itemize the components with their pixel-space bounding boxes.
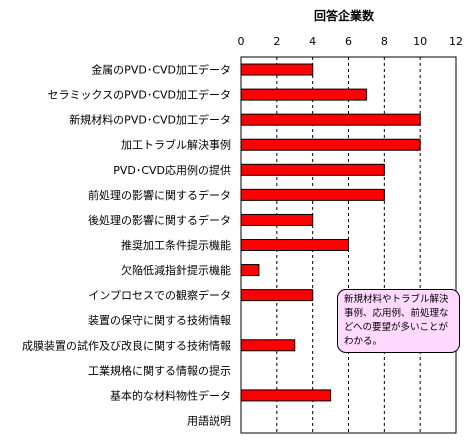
category-label: 成膜装置の試作及び改良に関する技術情報 <box>22 338 231 352</box>
category-label: 推奨加工条件提示機能 <box>121 238 231 252</box>
bar <box>240 289 314 302</box>
category-label: 金属のPVD･CVD加工データ <box>91 63 231 77</box>
bar <box>240 188 385 201</box>
bar <box>240 163 385 176</box>
category-label: 前処理の影響に関するデータ <box>88 188 231 202</box>
x-tick-label: 10 <box>413 35 427 48</box>
chart-title: 回答企業数 <box>314 8 375 23</box>
category-label: 新規材料のPVD･CVD加工データ <box>69 113 231 127</box>
bar <box>240 138 421 151</box>
category-label: 後処理の影響に関するデータ <box>88 213 231 227</box>
category-label: 装置の保守に関する技術情報 <box>88 313 231 327</box>
bar <box>240 63 314 76</box>
x-tick-label: 6 <box>345 35 352 48</box>
category-label: PVD･CVD応用例の提供 <box>113 163 231 177</box>
bar <box>240 264 260 277</box>
category-label: 工業規格に関する情報の提示 <box>88 363 231 377</box>
bars <box>240 63 421 402</box>
category-label: インプロセスでの観察データ <box>88 288 231 302</box>
bar <box>240 389 332 402</box>
x-tick-label: 12 <box>449 35 463 48</box>
category-label: 加工トラブル解決事例 <box>121 138 231 152</box>
category-label: 欠陥低減指針提示機能 <box>121 263 231 277</box>
x-tick-label: 8 <box>381 35 388 48</box>
x-tick-label: 2 <box>273 35 280 48</box>
x-tick-labels: 0 2 4 6 8 10 12 <box>238 35 464 48</box>
x-tick-label: 4 <box>309 35 316 48</box>
category-labels: 金属のPVD･CVD加工データセラミックスのPVD･CVD加工データ新規材料のP… <box>22 63 231 428</box>
category-label: 基本的な材料物性データ <box>110 388 231 402</box>
bar <box>240 339 296 352</box>
bar <box>240 88 367 101</box>
annotation-callout: 新規材料やトラブル解決事例、応用例、前処理などへの要望が多いことがわかる。 <box>337 289 460 353</box>
category-label: セラミックスのPVD･CVD加工データ <box>48 88 231 102</box>
plot-frame <box>240 56 457 434</box>
bar <box>240 239 349 251</box>
bar <box>240 113 421 126</box>
x-tick-label: 0 <box>238 35 245 48</box>
category-label: 用語説明 <box>187 413 231 427</box>
bar <box>240 213 314 226</box>
